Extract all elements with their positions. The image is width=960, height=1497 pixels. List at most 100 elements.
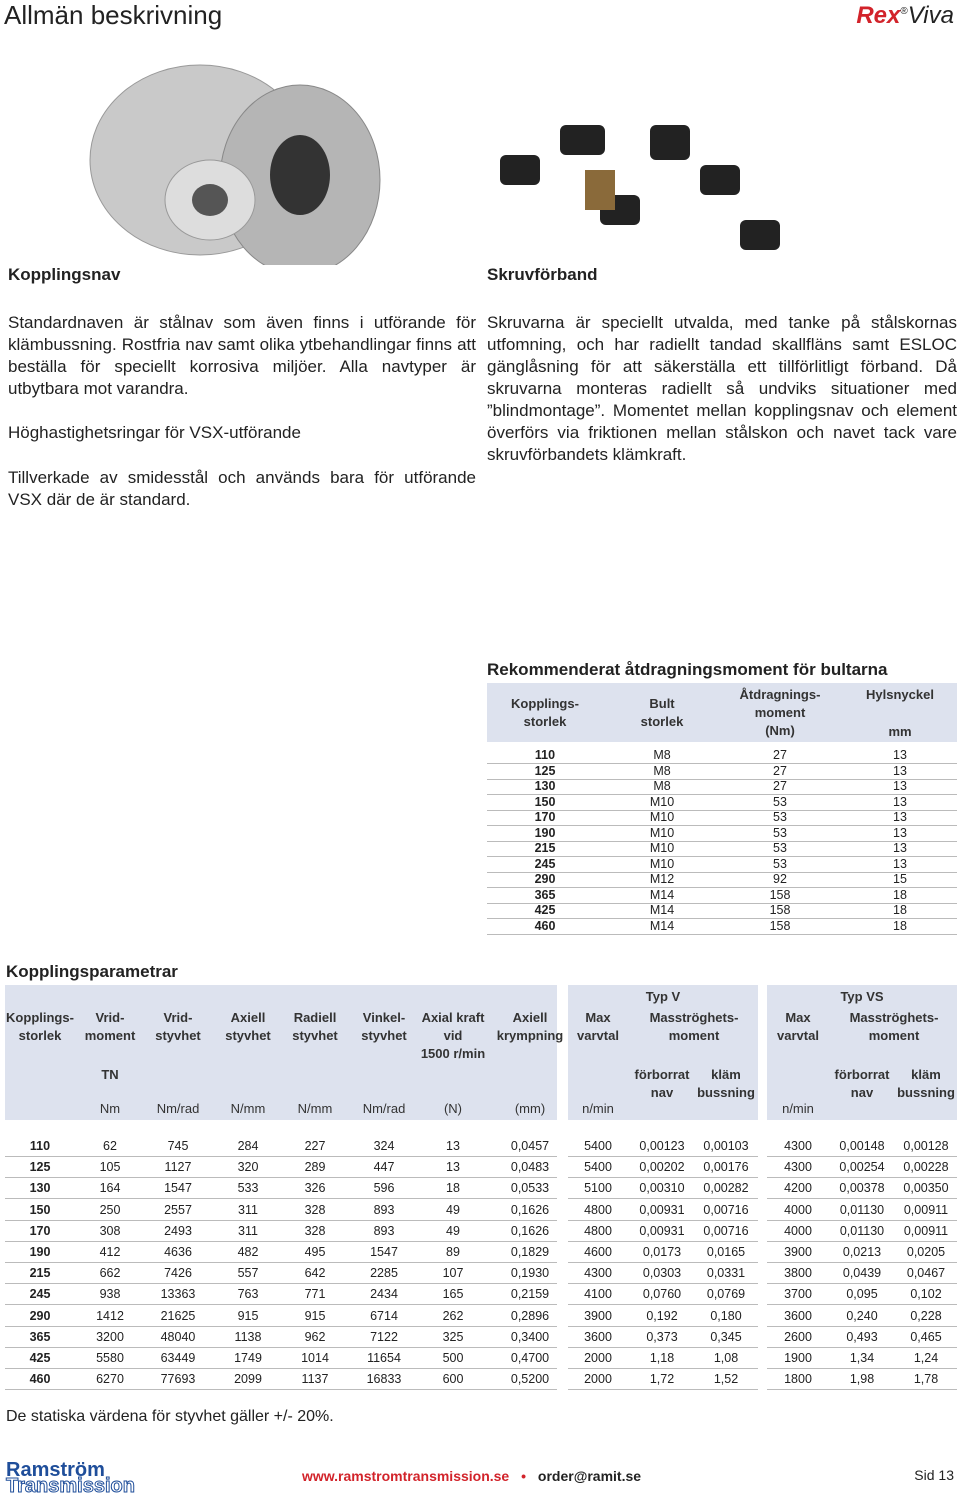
table-row [568,1136,758,1157]
table-cell: 4100 [584,1287,612,1302]
table-cell: 190 [534,825,556,840]
table-cell: 0,00202 [639,1160,685,1175]
table-cell: 0,493 [846,1329,878,1344]
header-unit: mm [888,724,912,739]
table-cell: 16833 [366,1372,402,1387]
table-cell: 3600 [784,1308,812,1323]
table-row [568,1263,758,1285]
header-text: moment [868,1028,920,1043]
header-text: Bult [649,696,675,711]
table-row [5,1369,557,1391]
company-sub: Transmission [6,1475,136,1497]
table-cell: 289 [304,1160,326,1175]
table-cell: 0,5200 [510,1372,550,1387]
table-cell: 2557 [164,1202,192,1217]
header-text: Åtdragnings- [739,687,821,702]
table-cell: M14 [649,887,675,902]
table-cell: 164 [99,1181,121,1196]
table-row [568,1178,758,1200]
table-cell: 0,00911 [903,1202,949,1217]
table-cell: 0,180 [710,1308,742,1323]
header-text: nav [850,1085,874,1100]
section-heading: Skruvförband [487,265,598,284]
table-cell: 1,98 [849,1372,875,1387]
paragraph: Tillverkade av smidesstål och används ba… [8,468,476,509]
table-cell: 4636 [164,1245,192,1259]
table-title: Kopplingsparametrar [6,962,178,981]
table-cell: 495 [304,1245,326,1259]
table-cell: 7122 [370,1329,398,1344]
header-text: moment [668,1028,720,1043]
table-note: De statiska värdena för styvhet gäller +… [6,1408,334,1425]
table-cell: 0,0483 [510,1160,550,1175]
table-row [487,810,957,826]
table-cell: 0,192 [646,1308,678,1323]
table-cell: 365 [29,1329,51,1344]
table-cell: 412 [99,1245,121,1259]
table-cell: 5400 [584,1160,612,1175]
table-cell: 1127 [164,1160,192,1175]
table-cell: 5100 [584,1181,612,1196]
header-text: styvhet [155,1028,201,1043]
table-cell: 0,228 [910,1308,942,1323]
table-cell: M8 [653,779,671,793]
table-cell: 130 [29,1181,51,1196]
table-cell: 893 [373,1202,395,1217]
table-cell: 0,345 [710,1329,742,1344]
table-cell: 4800 [584,1202,612,1217]
table-cell: 11654 [367,1351,401,1365]
header-text: bussning [697,1085,755,1100]
header-unit: n/min [582,1101,614,1116]
table-cell: 13 [893,825,907,840]
email: order@ramit.se [537,1468,642,1484]
header-unit: N/mm [297,1101,333,1116]
table-row [568,1242,758,1263]
table-cell: 13 [893,763,907,778]
table-cell: M10 [649,825,675,840]
table-cell: 447 [373,1160,395,1175]
header-text: Max [585,1010,611,1025]
header-text: Kopplings- [6,1010,74,1025]
table-cell: 158 [769,887,791,902]
table-cell: 4000 [784,1202,812,1217]
table-cell: 4000 [784,1223,812,1238]
table-cell: 0,00350 [903,1181,949,1196]
table-cell: 262 [442,1308,464,1323]
header-text: storlek [18,1028,62,1043]
table-cell: 0,00911 [903,1223,949,1238]
table-cell: 4800 [584,1223,612,1238]
table-cell: 245 [29,1287,51,1302]
table-cell: 763 [237,1287,259,1302]
table-cell: 53 [773,794,787,809]
table-cell: 53 [773,856,787,871]
table-cell: 460 [534,918,556,933]
header-unit: N/mm [230,1101,266,1116]
table-row [767,1369,957,1391]
table-cell: 1547 [370,1245,398,1259]
table-row [5,1200,557,1221]
table-cell: 3800 [784,1266,812,1281]
table-row [568,1369,758,1391]
table-cell: M12 [649,872,675,886]
table-title: Rekommenderat åtdragningsmoment för bult… [487,660,888,679]
subheading: Höghastighetsringar för VSX-utförande [8,423,301,442]
table-row [487,748,957,764]
table-cell: 170 [534,810,556,824]
table-row [568,1348,758,1369]
table-cell: 328 [304,1223,326,1238]
table-cell: 482 [237,1245,259,1259]
table-row [568,1221,758,1242]
table-cell: 92 [773,872,787,886]
header-text: vid [443,1028,463,1043]
table-cell: 0,0769 [706,1287,746,1302]
header-text: Vrid- [163,1010,193,1025]
table-cell: 290 [29,1308,51,1323]
table-cell: 0,0165 [706,1245,746,1259]
table-cell: 311 [238,1223,258,1238]
table-cell: 1,08 [713,1351,739,1365]
table-cell: 0,2896 [510,1308,550,1323]
table-row [5,1242,557,1263]
header-text: (Nm) [765,723,795,738]
table-cell: 0,1930 [510,1266,550,1281]
